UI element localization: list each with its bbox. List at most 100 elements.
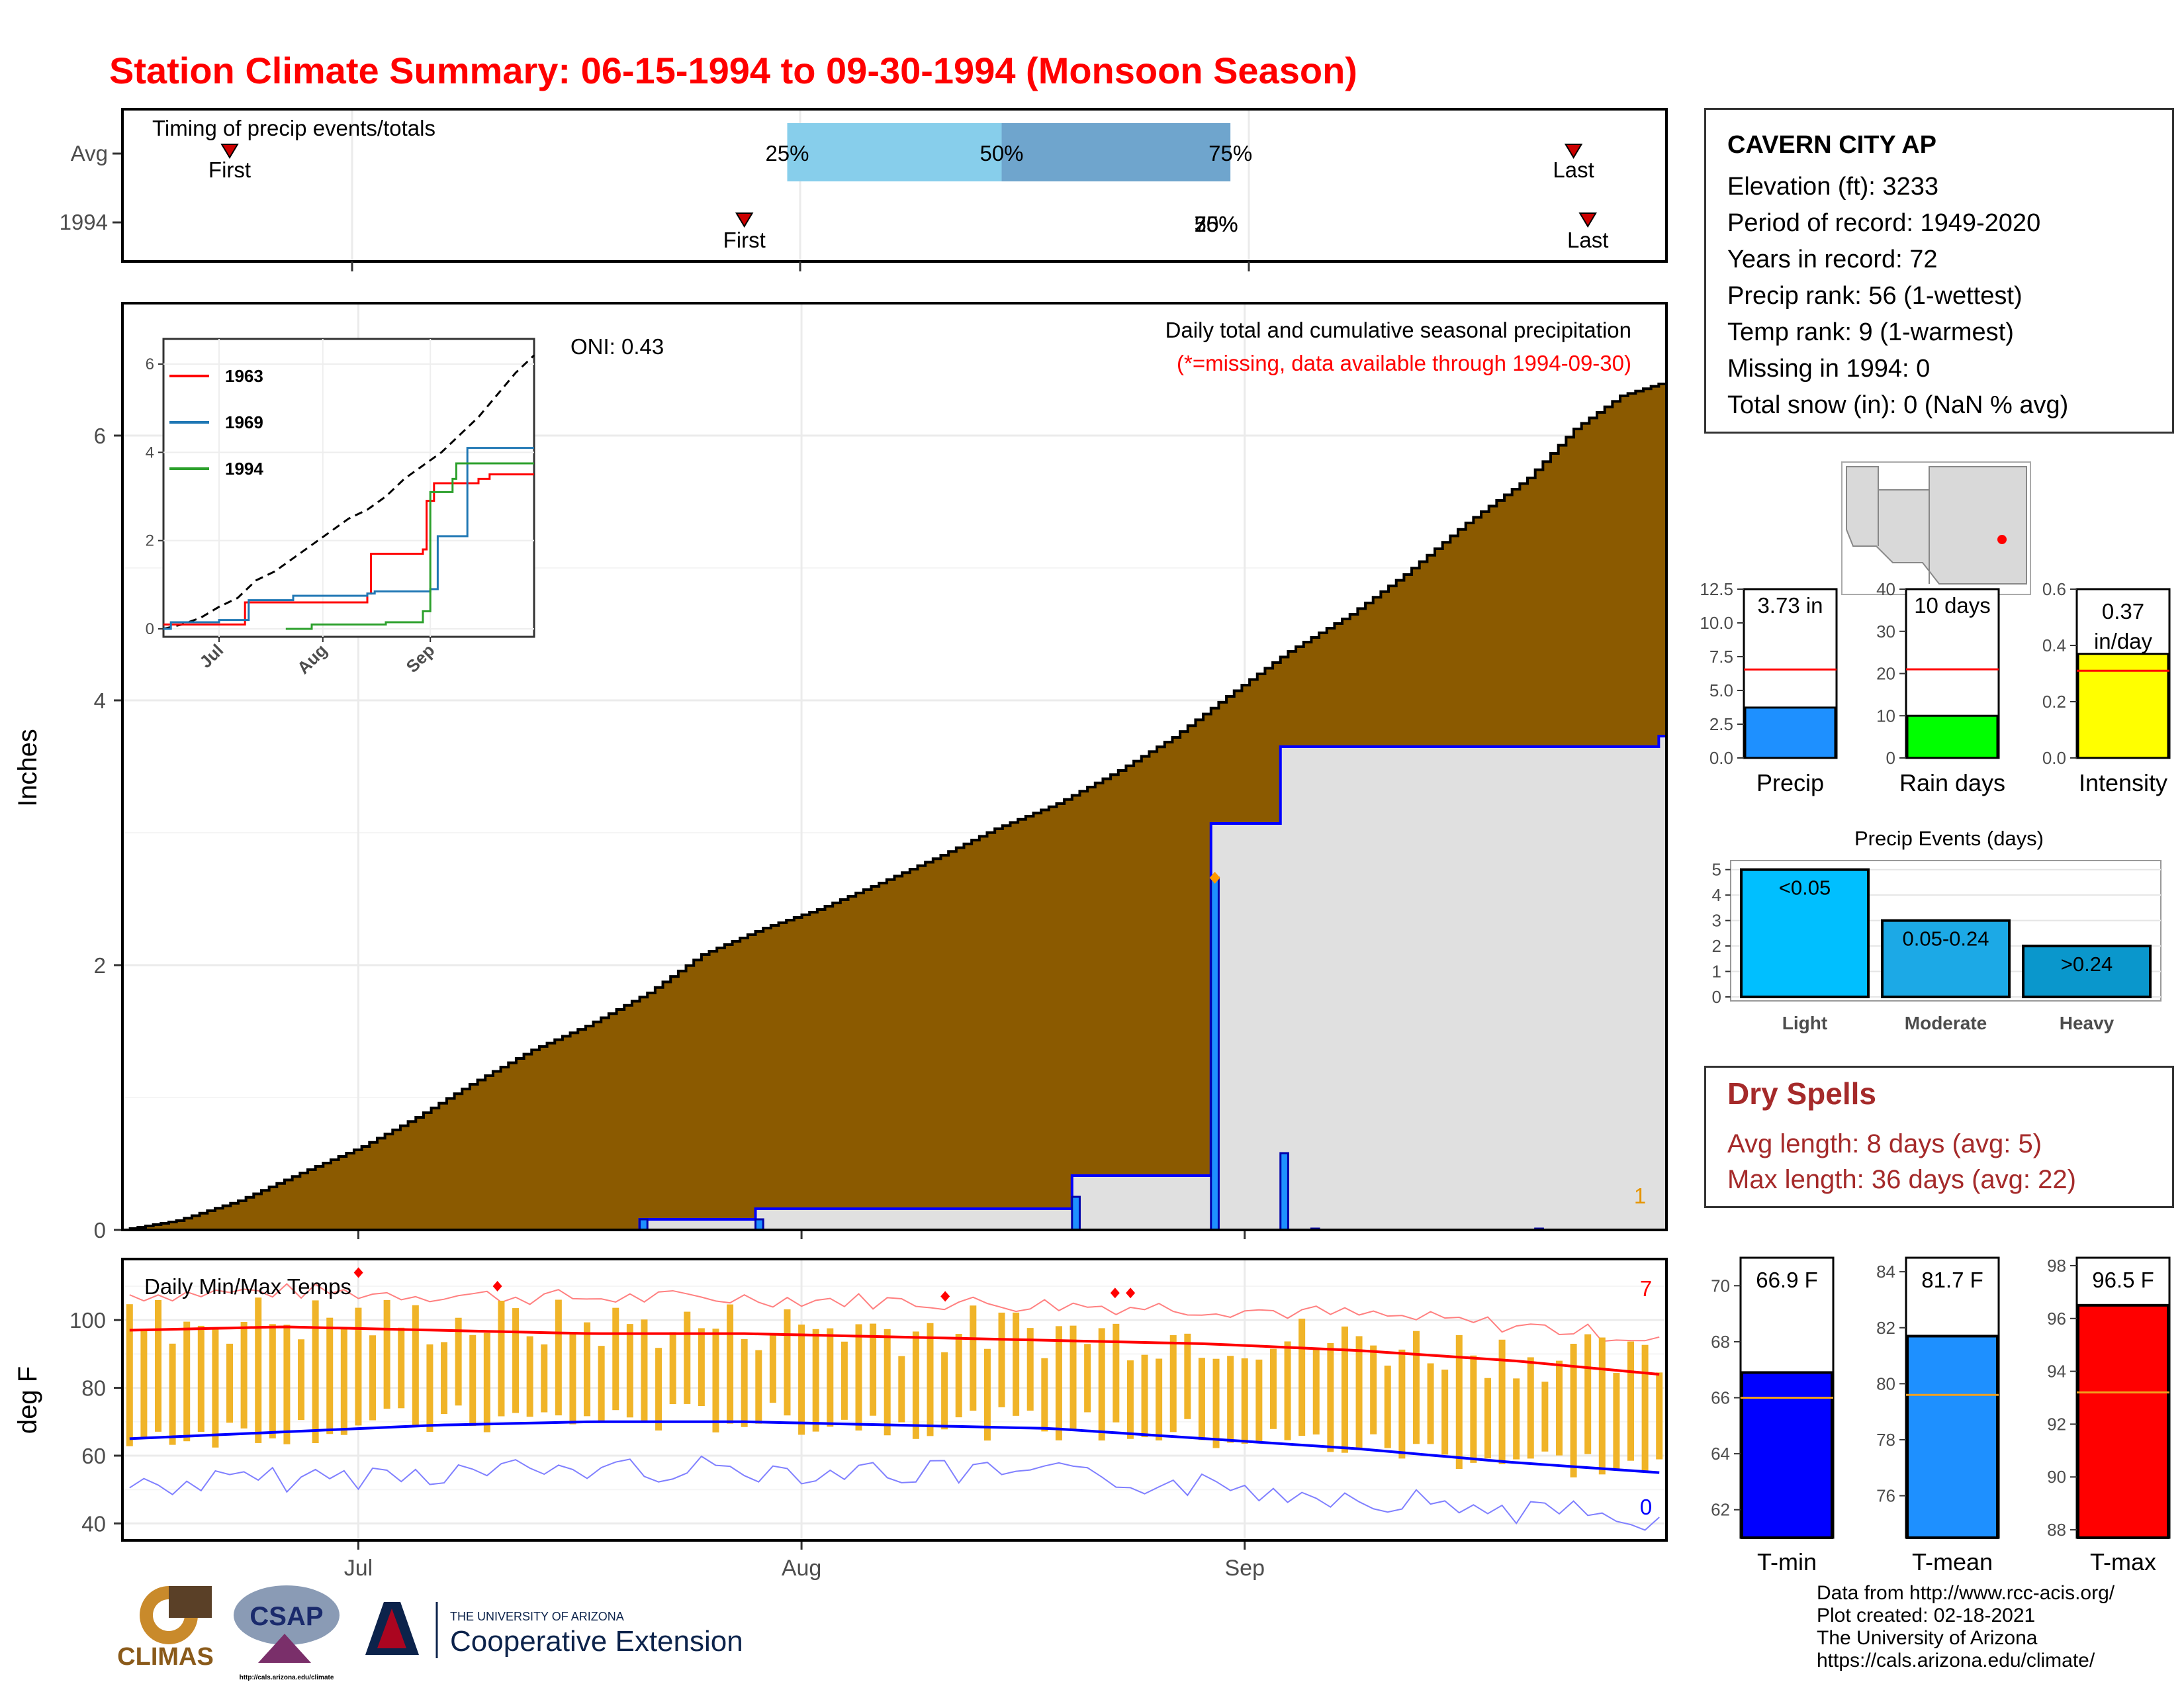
daily-temp-bar: [326, 1317, 334, 1434]
mini-chart-label: Rain days: [1899, 769, 2005, 796]
mini-chart-bar: [1744, 706, 1837, 759]
daily-temp-bar: [1026, 1328, 1034, 1411]
daily-temp-bar: [426, 1344, 433, 1432]
inset-legend-label: 1994: [225, 459, 263, 479]
record-high-line: [129, 1283, 1660, 1342]
timing-1994-p25-label: 25%: [1195, 212, 1238, 236]
mini-chart-tick-label: 0: [1886, 748, 1895, 768]
daily-temp-bar: [1656, 1372, 1663, 1460]
mini-chart-tick-label: 0.0: [1709, 748, 1733, 768]
daily-temp-bar: [469, 1335, 477, 1427]
precip-subtitle: Daily total and cumulative seasonal prec…: [1165, 318, 1631, 342]
daily-temp-bar: [1284, 1341, 1291, 1440]
credit-university: The University of Arizona: [1817, 1627, 2038, 1649]
inset-ytick-label: 0: [146, 620, 154, 638]
mini-chart-bar: [2077, 653, 2169, 759]
temp-bar-tick-label: 66: [1711, 1388, 1730, 1408]
ua-logo: THE UNIVERSITY OF ARIZONA Cooperative Ex…: [365, 1602, 743, 1658]
daily-temp-bar: [784, 1309, 791, 1416]
mini-chart-tick-label: 0.4: [2042, 635, 2066, 655]
inset-avg-line: [163, 354, 535, 630]
daily-temp-bar: [1156, 1358, 1163, 1441]
daily-temp-bar: [855, 1324, 862, 1431]
daily-temp-bar: [827, 1328, 834, 1427]
daily-temp-bar: [340, 1328, 347, 1435]
daily-temp-bar: [1384, 1365, 1391, 1448]
events-bar-label: 0.05-0.24: [1903, 927, 1989, 951]
temp-corner-top: 7: [1640, 1276, 1652, 1301]
timing-1994-last-marker: [1578, 212, 1597, 228]
daily-temp-bar: [655, 1348, 662, 1431]
temp-bar-tick-label: 90: [2047, 1467, 2066, 1487]
temp-bar-tick-label: 70: [1711, 1276, 1730, 1295]
events-tick-label: 2: [1712, 936, 1721, 956]
precip-events-chart: Precip Events (days) 0 1 2 3 4 5 <0.05 Light 0.0…: [1712, 827, 2161, 1033]
timing-p50-label: 50%: [979, 141, 1023, 165]
mini-chart-tick-label: 30: [1876, 622, 1895, 641]
temp-ylabel: deg F: [13, 1366, 42, 1434]
daily-temp-bar: [1013, 1312, 1020, 1416]
main-ytick-label: 2: [94, 953, 106, 978]
temp-bar-tick-label: 80: [1876, 1374, 1895, 1393]
mini-chart-tick-label: 0.2: [2042, 692, 2066, 712]
events-tick-label: 1: [1712, 962, 1721, 982]
daily-temp-bar: [1269, 1348, 1277, 1429]
station-location-dot: [1997, 535, 2007, 544]
daily-temp-bar: [498, 1300, 505, 1417]
record-marker: [940, 1291, 950, 1302]
timing-1994-first-marker: [735, 212, 754, 228]
daily-temp-bar: [1055, 1326, 1062, 1440]
mini-chart-tick-label: 40: [1876, 579, 1895, 599]
daily-temp-bar: [441, 1342, 448, 1415]
daily-temp-bar: [555, 1299, 562, 1416]
main-ytick-label: 4: [94, 688, 106, 713]
events-category-label: Heavy: [2060, 1013, 2115, 1033]
temp-bar-fill: [1741, 1371, 1833, 1539]
temp-bar-value: 66.9 F: [1756, 1268, 1818, 1292]
main-ytick-label: 6: [94, 424, 106, 448]
temp-panel: Daily Min/Max Temps 7 0 deg F 40 60 80 100 J…: [13, 1258, 1668, 1581]
temp-corner-bottom: 0: [1640, 1495, 1652, 1519]
daily-temp-bar: [455, 1317, 462, 1406]
daily-temp-bar: [1255, 1359, 1263, 1442]
events-tick-label: 3: [1712, 911, 1721, 931]
daily-temp-bar: [769, 1334, 776, 1403]
daily-temp-bar: [1069, 1325, 1077, 1431]
daily-temp-bar: [1169, 1335, 1177, 1432]
timing-row-avg-label: Avg: [71, 141, 108, 165]
daily-temp-bar: [727, 1304, 734, 1424]
climas-logo: CLIMAS: [117, 1586, 214, 1671]
inset-legend-label: 1969: [225, 412, 263, 432]
station-snow: Total snow (in): 0 (NaN % avg): [1727, 391, 2069, 419]
temp-ytick-label: 100: [69, 1308, 106, 1333]
daily-temp-bar: [626, 1324, 633, 1418]
record-marker: [492, 1280, 502, 1291]
daily-temp-bar: [1627, 1341, 1634, 1461]
timing-1994-first-label: First: [723, 228, 766, 252]
daily-temp-bar: [1212, 1358, 1220, 1448]
daily-temp-bar: [1527, 1357, 1534, 1459]
daily-temp-bar: [1470, 1355, 1477, 1463]
timing-avg-q2-band: [1001, 123, 1231, 181]
record-marker: [1126, 1288, 1136, 1299]
daily-temp-bar: [798, 1324, 805, 1435]
events-bar: [1740, 868, 1870, 998]
daily-temp-bar: [240, 1322, 248, 1429]
temp-title: Daily Min/Max Temps: [144, 1274, 351, 1299]
daily-temp-bar: [1126, 1360, 1134, 1439]
station-missing: Missing in 1994: 0: [1727, 355, 1931, 383]
station-temp-rank: Temp rank: 9 (1-warmest): [1727, 318, 2014, 346]
station-years: Years in record: 72: [1727, 246, 1938, 273]
daily-temp-bar: [1613, 1373, 1620, 1470]
daily-temp-bar: [355, 1307, 362, 1426]
temp-bar-tick-label: 84: [1876, 1262, 1895, 1282]
daily-temp-bar: [1298, 1319, 1306, 1436]
daily-temp-bar: [1312, 1348, 1320, 1435]
daily-temp-bar: [841, 1341, 848, 1420]
mini-chart-label: Precip: [1756, 769, 1824, 796]
daily-temp-bar: [383, 1299, 390, 1409]
daily-temp-bar: [512, 1308, 520, 1413]
mini-chart-tick-label: 12.5: [1700, 579, 1733, 599]
events-tick-label: 5: [1712, 860, 1721, 880]
daily-temp-bar: [898, 1356, 905, 1423]
